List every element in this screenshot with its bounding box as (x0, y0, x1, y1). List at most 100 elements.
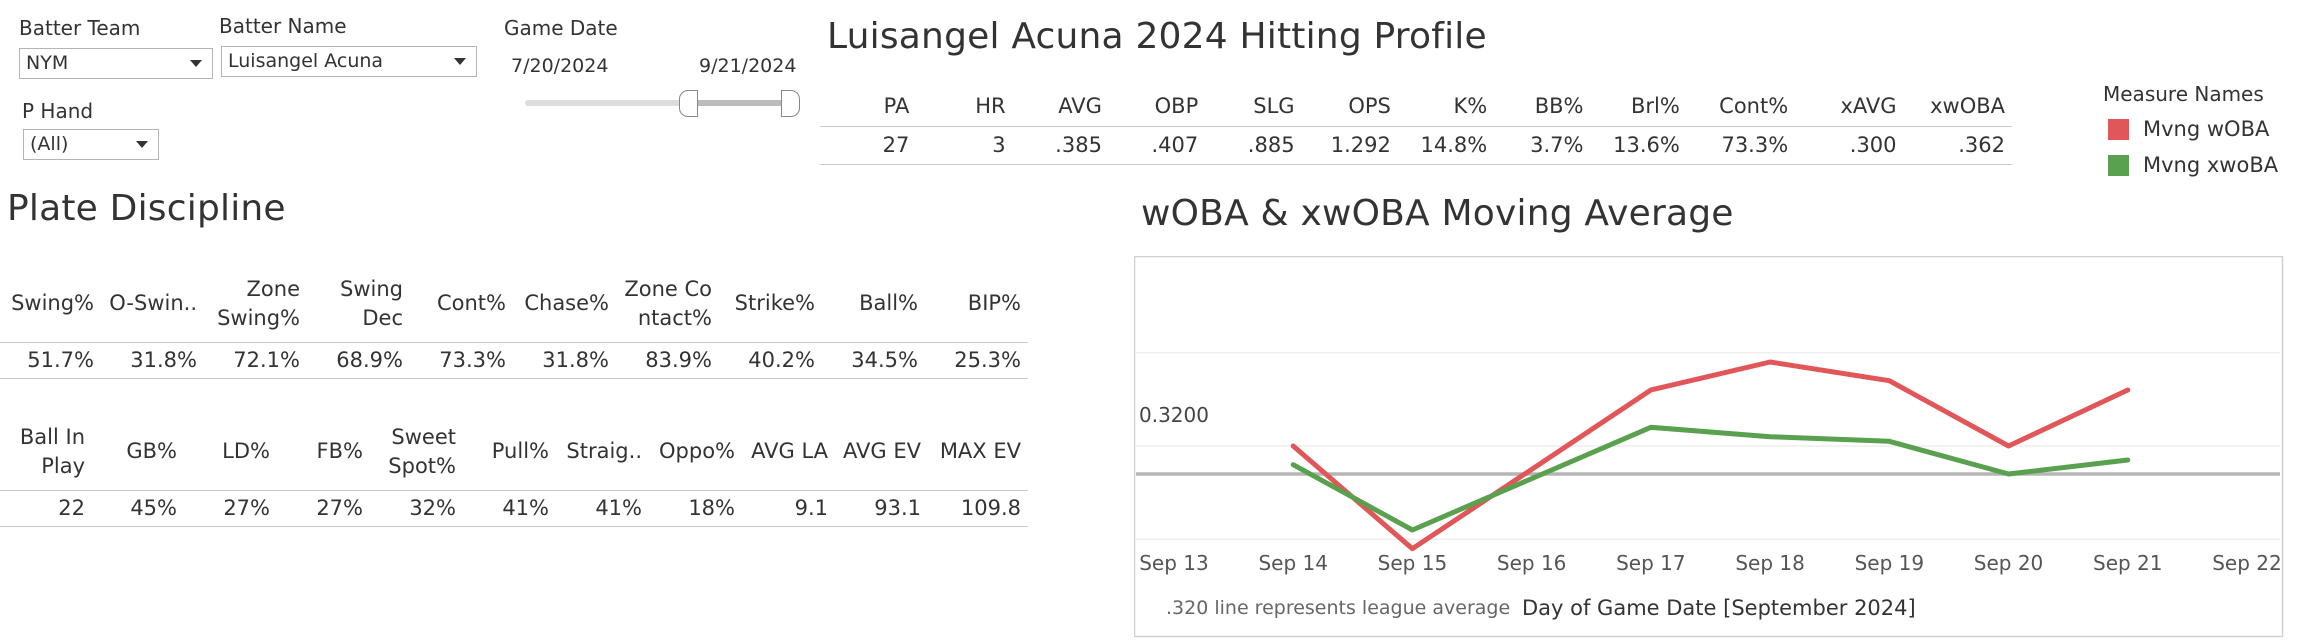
value-73-3: 73.3% (1686, 125, 1796, 165)
value-1-292: 1.292 (1301, 125, 1398, 165)
x-tick-label: Sep 21 (2093, 551, 2163, 575)
header-xwoba: xwOBA (1930, 94, 2005, 119)
legend-label: Mvng wOBA (2143, 117, 2270, 141)
value-3-7: 3.7% (1494, 125, 1591, 165)
plate-discipline-table-1: Swing% O-Swin.. Zone Swing% Swing Dec Cont% C… (0, 266, 1028, 379)
value-41: 41% (556, 489, 649, 527)
p-hand-value: (All) (30, 133, 69, 155)
batter-name-dropdown[interactable]: Luisangel Acuna (221, 46, 477, 77)
header-ball: Ball% (859, 291, 918, 316)
x-tick-label: Sep 15 (1377, 551, 1448, 575)
value-9-1: 9.1 (742, 489, 835, 527)
value-27: 27% (184, 489, 277, 527)
header-k: K% (1453, 94, 1488, 119)
game-date-end: 9/21/2024 (699, 55, 797, 77)
header-zone-swing: Zone Swing% (217, 276, 300, 330)
batter-name-value: Luisangel Acuna (228, 50, 384, 72)
header-o-swin: O-Swin.. (109, 291, 197, 316)
value-22: 22 (0, 489, 92, 527)
header-zone-co-ntact: Zone Co ntact% (624, 276, 712, 330)
header-ld: LD% (222, 439, 270, 464)
header-swing: Swing% (11, 291, 94, 316)
header-fb: FB% (316, 439, 363, 464)
batter-team-dropdown[interactable]: NYM (19, 48, 213, 79)
p-hand-dropdown[interactable]: (All) (23, 129, 159, 160)
header-max-ev: MAX EV (939, 439, 1021, 464)
value-93-1: 93.1 (835, 489, 928, 527)
batter-team-label: Batter Team (19, 16, 141, 40)
reference-line-label: 0.3200 (1139, 403, 1209, 427)
game-date-slider-track[interactable] (525, 100, 797, 106)
header-cont: Cont% (436, 291, 506, 316)
value-300: .300 (1795, 125, 1904, 165)
plate-discipline-table-2: Ball In Play GB% LD% FB% Sweet Spot% Pull% Str… (0, 414, 1028, 527)
value-27: 27% (277, 489, 370, 527)
value-45: 45% (92, 489, 184, 527)
game-date-end-handle[interactable] (781, 90, 800, 117)
batter-name-label: Batter Name (219, 14, 347, 38)
x-tick-label: Sep 20 (1973, 551, 2044, 575)
header-cont: Cont% (1719, 94, 1789, 119)
value-83-9: 83.9% (616, 341, 719, 379)
value-68-9: 68.9% (307, 341, 410, 379)
value-32: 32% (370, 489, 463, 527)
value-73-3: 73.3% (410, 341, 513, 379)
legend-swatch-green (2108, 154, 2129, 176)
legend-title: Measure Names (2103, 82, 2264, 106)
header-hr: HR (975, 94, 1006, 119)
game-date-start-handle[interactable] (679, 90, 698, 117)
header-chase: Chase% (524, 291, 609, 316)
chevron-down-icon (136, 141, 148, 148)
header-pa: PA (883, 94, 910, 119)
header-bip: BIP% (967, 291, 1021, 316)
chevron-down-icon (190, 60, 202, 67)
header-strike: Strike% (734, 291, 815, 316)
x-tick-label: Sep 17 (1616, 551, 1686, 575)
header-avg-la: AVG LA (751, 439, 828, 464)
header-gb: GB% (126, 439, 177, 464)
value-3: 3 (916, 125, 1013, 165)
header-pull: Pull% (491, 439, 549, 464)
profile-title: Luisangel Acuna 2024 Hitting Profile (827, 16, 1487, 57)
value-885: .885 (1205, 125, 1302, 165)
p-hand-label: P Hand (22, 99, 94, 123)
profile-table: PA HR AVG OBP SLG OPS K% BB% Brl% Cont% xAVG xwOBA … (820, 88, 2012, 165)
header-avg: AVG (1058, 94, 1102, 119)
value-362: .362 (1903, 125, 2012, 165)
value-27: 27 (820, 125, 917, 165)
value-109-8: 109.8 (928, 489, 1028, 527)
value-41: 41% (463, 489, 556, 527)
legend-item-mvng-woba[interactable]: Mvng wOBA (2108, 117, 2269, 141)
x-tick-label: Sep 19 (1854, 551, 1925, 575)
value-34-5: 34.5% (822, 341, 925, 379)
header-slg: SLG (1253, 94, 1295, 119)
value-385: .385 (1012, 125, 1109, 165)
header-straig: Straig.. (566, 439, 642, 464)
header-ops: OPS (1348, 94, 1391, 119)
x-tick-label: Sep 16 (1496, 551, 1567, 575)
game-date-start: 7/20/2024 (511, 55, 609, 77)
x-tick-label: Sep 18 (1735, 551, 1805, 575)
header-xavg: xAVG (1840, 94, 1897, 119)
value-18: 18% (649, 489, 742, 527)
x-tick-label: Sep 22 (2212, 551, 2282, 575)
legend-label: Mvng xwoBA (2143, 153, 2279, 177)
plate-discipline-title: Plate Discipline (7, 188, 286, 229)
value-40-2: 40.2% (719, 341, 822, 379)
moving-average-chart (1134, 256, 2284, 638)
header-brl: Brl% (1630, 94, 1680, 119)
value-72-1: 72.1% (204, 341, 307, 379)
game-date-slider-range (688, 100, 789, 106)
value-25-3: 25.3% (925, 341, 1028, 379)
header-sweet-spot: Sweet Spot% (388, 424, 456, 478)
header-ball-in-play: Ball In Play (19, 424, 85, 478)
value-14-8: 14.8% (1397, 125, 1495, 165)
value-51-7: 51.7% (0, 341, 101, 379)
legend-swatch-red (2108, 118, 2129, 140)
chart-footnote: .320 line represents league average (1166, 597, 1511, 619)
moving-average-title: wOBA & xwOBA Moving Average (1141, 193, 1734, 234)
chevron-down-icon (454, 58, 466, 65)
header-avg-ev: AVG EV (843, 439, 921, 464)
legend-item-mvng-xwoba[interactable]: Mvng xwoBA (2108, 153, 2278, 177)
value-13-6: 13.6% (1590, 125, 1687, 165)
